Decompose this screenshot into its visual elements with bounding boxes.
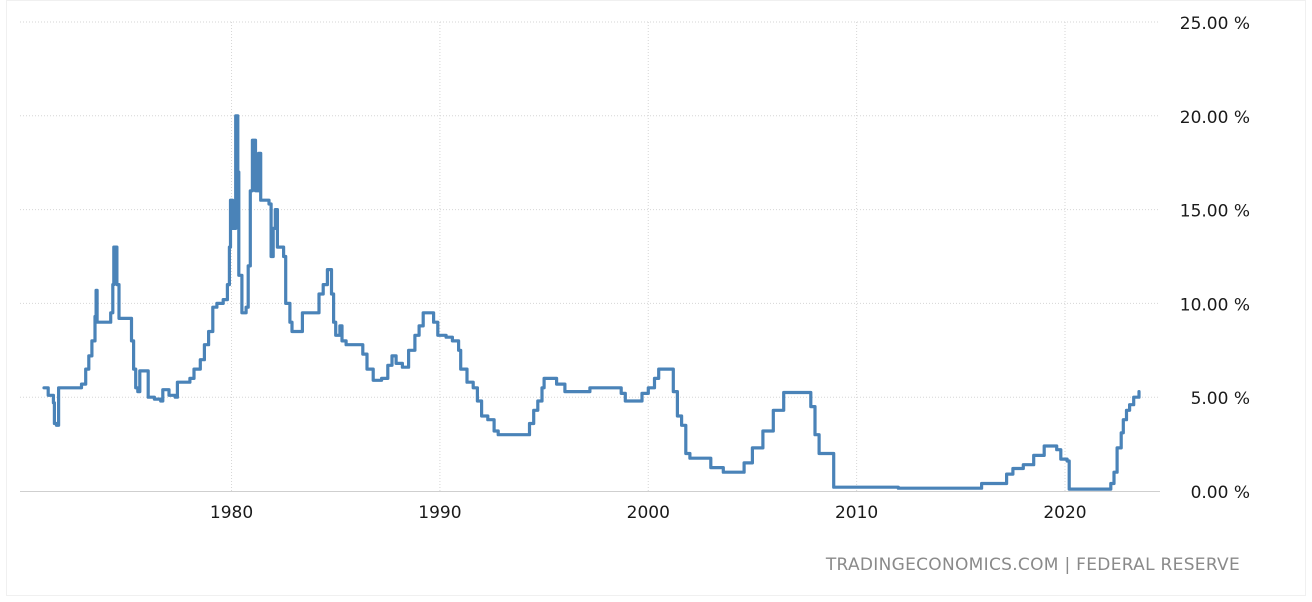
y-tick-label: 10.00 % xyxy=(1180,295,1250,315)
chart-gridlines xyxy=(20,21,1160,492)
chart-series-layer xyxy=(42,114,1141,491)
y-tick-label: 20.00 % xyxy=(1180,108,1250,128)
x-tick-label: 2000 xyxy=(627,503,670,523)
y-tick-label: 25.00 % xyxy=(1180,14,1250,34)
x-tick-label: 2010 xyxy=(835,503,878,523)
x-tick-label: 1980 xyxy=(210,503,253,523)
y-tick-label: 0.00 % xyxy=(1191,483,1250,503)
x-axis: 1980 1990 2000 2010 2020 xyxy=(210,503,1087,523)
y-axis: 0.00 % 5.00 % 10.00 % 15.00 % 20.00 % 25.00 % xyxy=(1180,14,1250,503)
x-tick-label: 1990 xyxy=(418,503,461,523)
y-tick-label: 5.00 % xyxy=(1191,389,1250,409)
x-tick-label: 2020 xyxy=(1043,503,1086,523)
series-line xyxy=(42,114,1141,491)
source-credit: TRADINGECONOMICS.COM | FEDERAL RESERVE xyxy=(825,555,1240,575)
y-tick-label: 15.00 % xyxy=(1180,202,1250,222)
